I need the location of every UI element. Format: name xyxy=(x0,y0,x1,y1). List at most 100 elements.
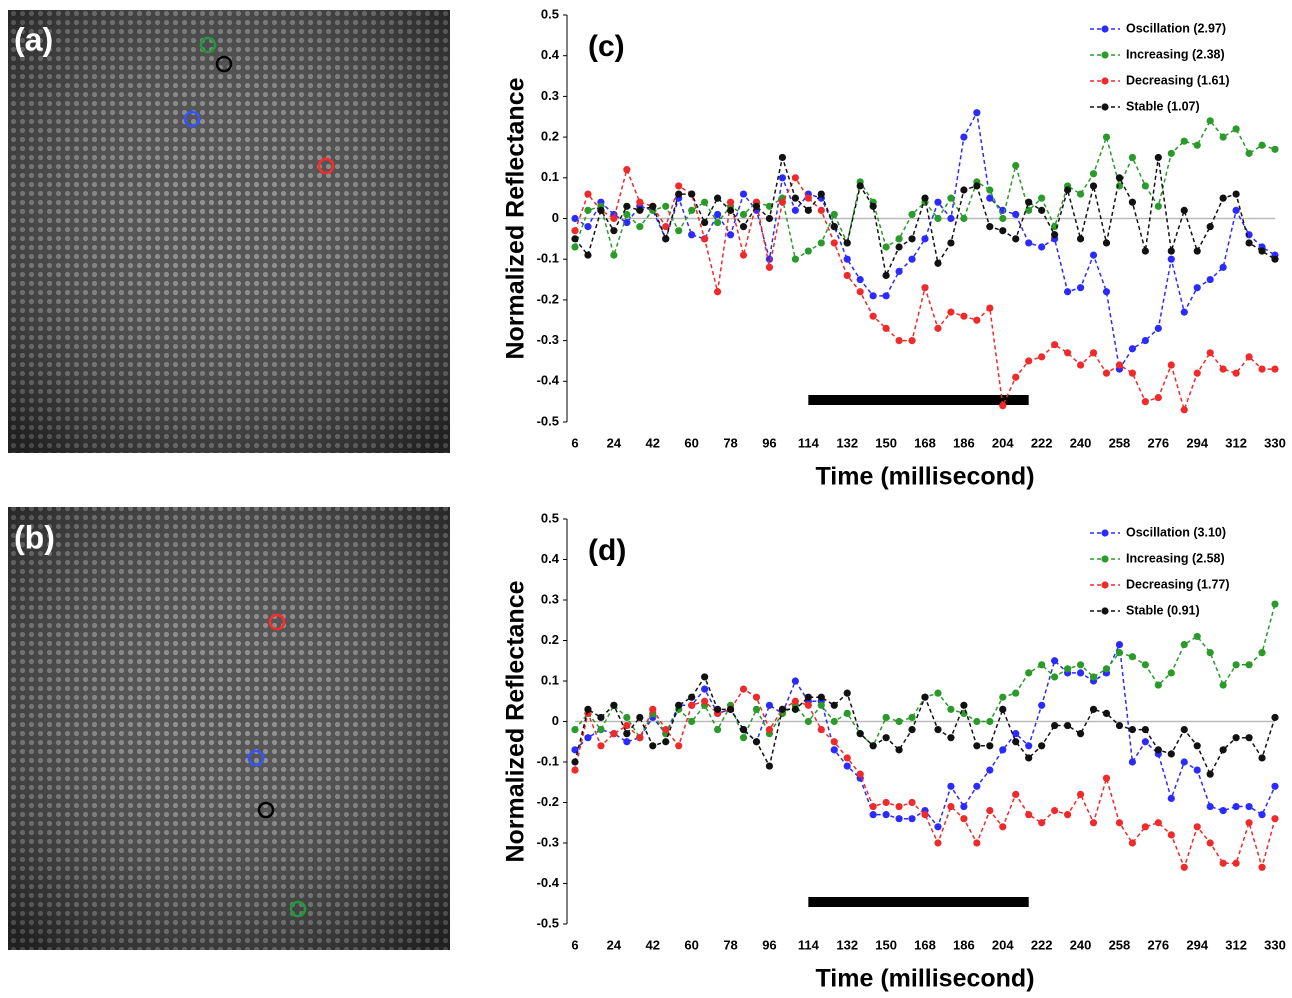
data-point xyxy=(817,726,825,734)
data-point xyxy=(1245,819,1253,827)
data-point xyxy=(986,766,994,774)
data-point xyxy=(986,223,994,231)
data-point xyxy=(623,721,631,730)
panel-label: (b) xyxy=(14,519,55,555)
data-point xyxy=(895,235,903,243)
x-tick-label: 96 xyxy=(762,435,776,450)
data-point xyxy=(804,194,812,202)
data-point xyxy=(882,292,890,300)
data-point xyxy=(1271,782,1279,790)
data-point xyxy=(947,734,955,742)
data-point xyxy=(817,701,825,709)
data-point xyxy=(1154,202,1162,210)
data-point xyxy=(947,308,955,316)
data-point xyxy=(1115,361,1124,369)
data-point xyxy=(701,685,709,693)
data-point xyxy=(869,811,877,819)
data-point xyxy=(1258,863,1266,871)
data-point xyxy=(882,811,890,819)
data-point xyxy=(895,337,903,345)
data-point xyxy=(1063,186,1072,194)
data-point xyxy=(752,705,761,713)
data-point xyxy=(791,194,799,202)
y-tick-label: 0.3 xyxy=(541,591,559,606)
data-point xyxy=(1141,182,1149,190)
data-point xyxy=(1180,726,1188,734)
data-point xyxy=(947,214,955,223)
data-point xyxy=(947,194,955,202)
y-axis-title: Normalized Reflectance xyxy=(502,580,530,862)
data-point xyxy=(1206,649,1214,657)
y-tick-label: -0.1 xyxy=(537,251,559,266)
data-point xyxy=(999,693,1007,701)
data-point xyxy=(610,730,618,738)
data-point xyxy=(804,693,812,701)
data-point xyxy=(999,214,1007,223)
data-point xyxy=(895,243,903,251)
data-point xyxy=(791,174,799,182)
data-point xyxy=(1102,239,1111,247)
data-point xyxy=(688,693,696,701)
data-point xyxy=(843,762,851,770)
data-point xyxy=(1167,831,1175,839)
data-point xyxy=(895,267,903,276)
data-point xyxy=(688,206,696,214)
x-tick-label: 78 xyxy=(723,937,737,952)
data-point xyxy=(1206,349,1214,357)
data-point xyxy=(1141,398,1149,406)
data-point xyxy=(1102,709,1111,718)
data-point xyxy=(843,689,851,697)
data-point xyxy=(1245,802,1253,811)
data-point xyxy=(739,726,748,734)
data-point xyxy=(765,214,774,223)
data-point xyxy=(623,218,631,227)
data-point xyxy=(921,811,929,819)
data-point xyxy=(1025,754,1033,762)
data-point xyxy=(713,726,722,734)
data-point xyxy=(1076,669,1085,677)
data-point xyxy=(999,227,1007,235)
data-point xyxy=(1193,632,1201,641)
data-point xyxy=(1051,657,1059,665)
data-point xyxy=(856,770,864,778)
data-point xyxy=(584,190,592,198)
x-tick-label: 60 xyxy=(684,937,698,952)
data-point xyxy=(1012,373,1020,381)
data-point xyxy=(1271,815,1279,823)
legend-marker xyxy=(1101,25,1109,33)
data-point xyxy=(713,218,722,227)
data-point xyxy=(688,190,696,198)
x-tick-label: 276 xyxy=(1147,937,1169,952)
data-point xyxy=(830,701,838,709)
data-point xyxy=(1089,705,1098,713)
data-point xyxy=(1141,738,1149,746)
data-point xyxy=(1038,819,1046,827)
data-point xyxy=(1219,365,1227,373)
data-point xyxy=(856,288,864,296)
data-point xyxy=(610,227,618,235)
data-point xyxy=(1245,239,1253,247)
data-point xyxy=(843,239,851,247)
data-point xyxy=(1089,251,1098,259)
data-point xyxy=(688,701,696,709)
data-point xyxy=(895,717,903,726)
data-point xyxy=(623,166,631,174)
data-point xyxy=(752,738,761,746)
data-point xyxy=(908,798,916,807)
y-axis-title: Normalized Reflectance xyxy=(502,77,530,359)
data-point xyxy=(688,717,696,726)
data-point xyxy=(1245,353,1253,361)
data-point xyxy=(973,717,981,726)
data-point xyxy=(1219,807,1227,815)
data-point xyxy=(662,235,670,243)
x-axis-title: Time (millisecond) xyxy=(815,463,1034,491)
y-tick-label: 0.2 xyxy=(541,632,559,647)
stimulus-bar xyxy=(808,897,1029,907)
data-point xyxy=(908,337,916,345)
data-point xyxy=(1245,734,1253,742)
data-point xyxy=(1180,137,1188,145)
legend-marker xyxy=(1101,51,1109,59)
data-point xyxy=(986,807,994,815)
data-point xyxy=(791,255,799,263)
x-tick-label: 78 xyxy=(723,435,737,450)
